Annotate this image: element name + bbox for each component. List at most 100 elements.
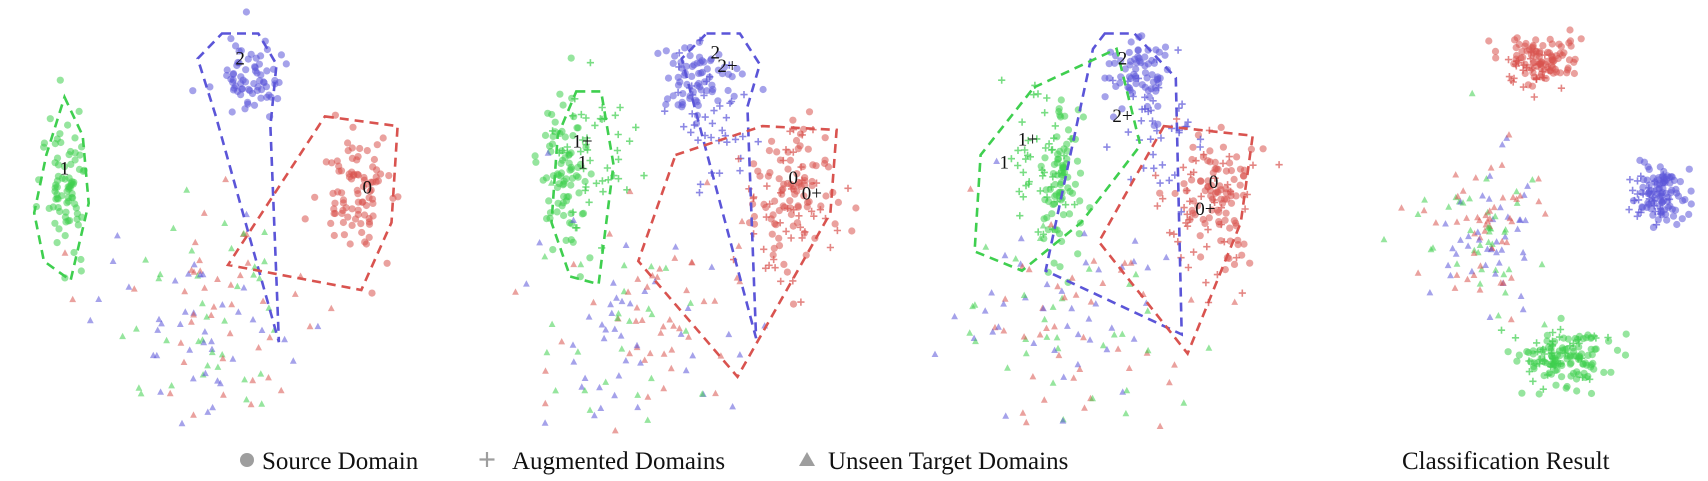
target-point: [158, 320, 165, 327]
source-point: [1518, 389, 1526, 397]
target-point: [670, 322, 677, 329]
source-point: [1066, 187, 1074, 196]
augmented-point: [1179, 163, 1187, 171]
source-point: [67, 160, 75, 168]
target-point: [240, 284, 248, 291]
source-point: [1640, 176, 1648, 184]
augmented-point: [1014, 146, 1022, 154]
source-point: [1492, 54, 1500, 62]
source-point: [1513, 357, 1521, 365]
source-point: [366, 187, 374, 195]
source-point: [350, 170, 358, 178]
source-point: [1543, 57, 1551, 65]
source-point: [586, 254, 594, 262]
augmented-point: [1103, 143, 1111, 151]
target-point: [578, 383, 586, 390]
target-point: [220, 391, 227, 398]
target-point: [208, 348, 216, 356]
target-point: [1485, 195, 1493, 202]
augmented-point: [1539, 345, 1547, 353]
augmented-point: [1519, 83, 1527, 91]
source-point: [1676, 178, 1684, 186]
target-point: [738, 217, 746, 225]
target-point: [1487, 245, 1495, 253]
cluster-label: 0: [1209, 172, 1219, 193]
target-point: [711, 297, 719, 304]
source-point: [1211, 158, 1219, 166]
target-point: [1156, 422, 1164, 429]
target-point: [1493, 238, 1500, 245]
source-point: [1215, 208, 1223, 216]
augmented-point: [1586, 375, 1594, 383]
target-point: [234, 282, 241, 290]
source-point: [560, 177, 568, 185]
target-point: [646, 349, 654, 357]
source-point: [769, 251, 777, 259]
augmented-point: [1659, 171, 1667, 179]
augmented-point: [776, 219, 784, 227]
cluster-label: 2: [710, 43, 720, 64]
source-point: [1621, 351, 1630, 359]
augmented-point: [694, 136, 702, 144]
source-point: [360, 173, 368, 182]
augmented-point: [727, 97, 736, 106]
augmented-point: [1148, 117, 1157, 125]
augmented-point: [731, 135, 740, 143]
augmented-point: [1129, 92, 1137, 101]
augmented-point: [1049, 173, 1057, 181]
target-point: [1486, 228, 1493, 235]
source-point: [812, 162, 820, 170]
source-point: [379, 134, 387, 142]
augmented-point: [1535, 60, 1543, 68]
target-point: [634, 391, 642, 398]
target-point: [1495, 312, 1502, 319]
source-point: [1247, 145, 1255, 153]
target-point: [168, 382, 175, 389]
target-point: [1171, 361, 1178, 368]
source-point: [1551, 366, 1559, 375]
target-point: [291, 290, 299, 297]
source-point: [1679, 197, 1687, 205]
target-point: [1492, 270, 1499, 277]
target-point: [191, 238, 199, 246]
target-point: [1486, 207, 1494, 214]
target-point: [1459, 187, 1467, 194]
target-point: [1482, 211, 1490, 219]
target-point: [660, 384, 668, 392]
source-point: [1054, 150, 1062, 158]
augmented-point: [661, 107, 669, 115]
target-point: [1080, 333, 1087, 341]
source-point: [792, 136, 801, 145]
source-point: [1050, 259, 1058, 267]
augmented-point: [598, 177, 606, 185]
source-point: [664, 74, 673, 82]
target-point: [227, 281, 235, 288]
source-point: [848, 227, 856, 235]
source-point: [322, 158, 330, 166]
target-point: [1043, 324, 1050, 331]
source-point: [543, 215, 551, 223]
target-point: [256, 274, 263, 282]
target-point: [1072, 291, 1080, 298]
target-point: [1132, 270, 1140, 278]
target-point: [1465, 232, 1472, 240]
augmented-point: [1109, 76, 1117, 85]
augmented-point: [1633, 190, 1642, 198]
target-point: [541, 253, 549, 260]
augmented-point: [833, 226, 841, 235]
target-point: [1520, 254, 1528, 261]
source-point: [189, 87, 197, 95]
augmented-point: [1196, 135, 1205, 143]
augmented-point: [1039, 230, 1047, 238]
target-point: [200, 209, 208, 216]
augmented-point: [1548, 349, 1556, 357]
hull-class-2: [680, 32, 762, 339]
augmented-point: [1157, 134, 1165, 142]
source-point: [1571, 55, 1579, 63]
source-point: [1205, 214, 1213, 222]
source-point: [587, 170, 595, 178]
target-point: [717, 352, 725, 359]
source-point: [1144, 87, 1152, 95]
source-point: [1246, 259, 1254, 267]
source-point: [242, 8, 250, 16]
